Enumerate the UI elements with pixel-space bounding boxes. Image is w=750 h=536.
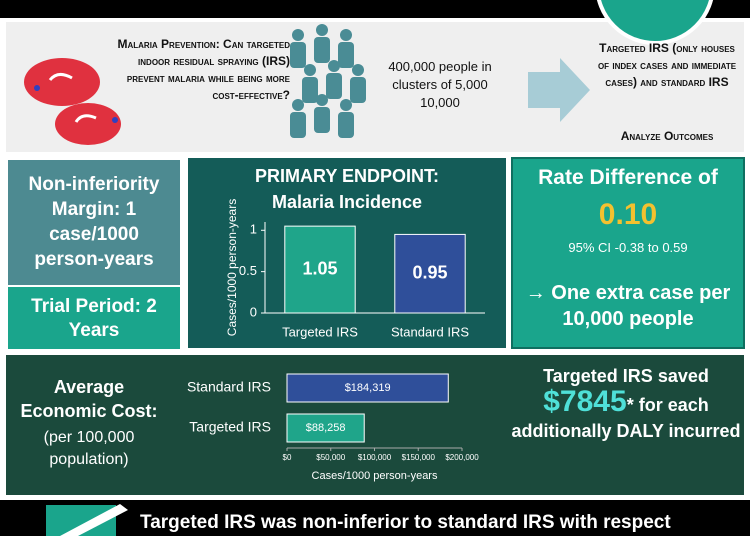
bar xyxy=(286,373,449,403)
margin-box xyxy=(8,160,180,285)
person-icon xyxy=(316,24,328,36)
top-panel xyxy=(6,22,744,152)
parasite-dot xyxy=(34,85,40,91)
bottom-band xyxy=(0,500,750,536)
person-icon xyxy=(328,60,340,72)
icon-check xyxy=(60,504,128,536)
y-tick-label: 0.5 xyxy=(239,263,257,278)
person-icon xyxy=(316,94,328,106)
person-icon xyxy=(314,37,330,63)
question: Malaria Prevention: Can targeted indoor … xyxy=(117,37,290,102)
endpoint-title: PRIMARY ENDPOINT: xyxy=(254,166,440,186)
savings-prefix: Targeted IRS saved xyxy=(543,366,709,386)
savings-footnote: * xyxy=(626,395,634,415)
x-tick-label: Standard IRS xyxy=(391,324,469,339)
person-icon xyxy=(292,29,304,41)
trial-period: Trial Period: 2 Years xyxy=(31,296,157,341)
cost-chart: $0 $50,000 $100,000 $150,000 $200,000 Cases/1… xyxy=(187,373,479,482)
savings-amount-line: $7845* for each additionally DALY incurr… xyxy=(510,387,742,444)
savings: Targeted IRS saved $7845* for each addit… xyxy=(510,363,742,444)
savings-suffix: for each additionally DALY incurred xyxy=(511,395,741,441)
rate-box xyxy=(511,157,745,349)
y-tick-label: Targeted IRS xyxy=(189,419,271,435)
y-tick-label: 1 xyxy=(250,222,257,237)
x-tick-label: Targeted IRS xyxy=(282,324,358,339)
person-icon xyxy=(338,42,354,68)
rate-title: Rate Difference of xyxy=(538,166,718,189)
top-band xyxy=(0,0,750,18)
y-axis-label: Cases/1000 person-years xyxy=(225,199,239,336)
rate-conclusion: → One extra case per 10,000 people xyxy=(525,282,731,330)
bar xyxy=(286,413,365,443)
endpoint-subtitle: Malaria Incidence xyxy=(271,192,423,212)
population: 400,000 people in clusters of 5,000 10,0… xyxy=(388,59,492,110)
margin: Non-inferiority Margin: 1 case/1000 pers… xyxy=(28,174,160,270)
person-icon xyxy=(326,73,342,99)
y-tick-label: 0 xyxy=(250,304,257,319)
person-icon xyxy=(304,64,316,76)
bar xyxy=(284,225,356,314)
person-icon xyxy=(290,112,306,138)
person-icon xyxy=(340,29,352,41)
endpoint-chart: 0 0.5 1 Cases/1000 person-years 1.05 Targeted… xyxy=(225,199,485,339)
person-icon xyxy=(352,64,364,76)
person-icon xyxy=(338,112,354,138)
cost-title: Average Economic Cost: xyxy=(20,377,158,421)
cost-subtitle: (per 100,000 population) xyxy=(43,429,135,468)
conclusion: Targeted IRS was non-inferior to standar… xyxy=(140,512,671,533)
outcome: Analyze Outcomes xyxy=(620,129,714,143)
x-tick-label: $100,000 xyxy=(358,453,392,462)
parasite-dot xyxy=(112,117,118,123)
arms: Targeted IRS (only houses of index cases… xyxy=(597,41,737,89)
rate-value: 0.10 xyxy=(598,198,658,231)
badge xyxy=(596,0,714,45)
x-tick-label: $0 xyxy=(283,453,292,462)
value-label: $88,258 xyxy=(306,422,346,434)
x-tick-label: $150,000 xyxy=(402,453,436,462)
person-icon xyxy=(302,77,318,103)
bar xyxy=(394,233,466,314)
arrow xyxy=(528,58,590,122)
savings-amount: $7845 xyxy=(543,385,627,418)
x-tick-label: $200,000 xyxy=(445,453,479,462)
parasite xyxy=(48,73,73,82)
y-tick-label: Standard IRS xyxy=(187,379,271,395)
blood-cell xyxy=(55,103,121,145)
x-axis-label: Cases/1000 person-years xyxy=(312,470,438,482)
value-label: 0.95 xyxy=(412,262,447,282)
blood-cell xyxy=(24,58,100,106)
x-tick-label: $50,000 xyxy=(316,453,345,462)
trial-box xyxy=(8,287,180,349)
person-icon xyxy=(290,42,306,68)
person-icon xyxy=(350,77,366,103)
rate-ci: 95% CI -0.38 to 0.59 xyxy=(568,240,688,255)
person-icon xyxy=(340,99,352,111)
value-label: $184,319 xyxy=(345,382,391,394)
person-icon xyxy=(314,107,330,133)
person-icon xyxy=(292,99,304,111)
parasite xyxy=(74,114,97,123)
value-label: 1.05 xyxy=(302,258,337,278)
